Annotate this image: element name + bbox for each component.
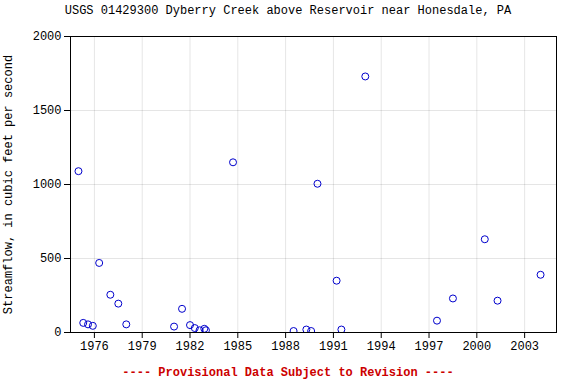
- svg-text:2000: 2000: [33, 30, 62, 44]
- svg-text:0: 0: [54, 326, 61, 340]
- svg-text:1000: 1000: [33, 178, 62, 192]
- svg-text:1988: 1988: [271, 340, 300, 354]
- html-text:---- Provisional Data Subject: ---- Provisional Data Subject to Revisio…: [122, 366, 454, 380]
- svg-text:500: 500: [40, 252, 62, 266]
- svg-text:1985: 1985: [223, 340, 252, 354]
- svg-text:2000: 2000: [462, 340, 491, 354]
- svg-text:1994: 1994: [367, 340, 396, 354]
- html-text:USGS 01429300 Dyberry Creek ab: USGS 01429300 Dyberry Creek above Reserv…: [64, 4, 512, 18]
- svg-text:1997: 1997: [415, 340, 444, 354]
- svg-text:Streamflow, in cubic feet per: Streamflow, in cubic feet per second: [2, 55, 16, 314]
- svg-text:1976: 1976: [80, 340, 109, 354]
- svg-text:1982: 1982: [176, 340, 205, 354]
- svg-text:1991: 1991: [319, 340, 348, 354]
- svg-text:2003: 2003: [510, 340, 539, 354]
- svg-text:1500: 1500: [33, 104, 62, 118]
- svg-text:1979: 1979: [128, 340, 157, 354]
